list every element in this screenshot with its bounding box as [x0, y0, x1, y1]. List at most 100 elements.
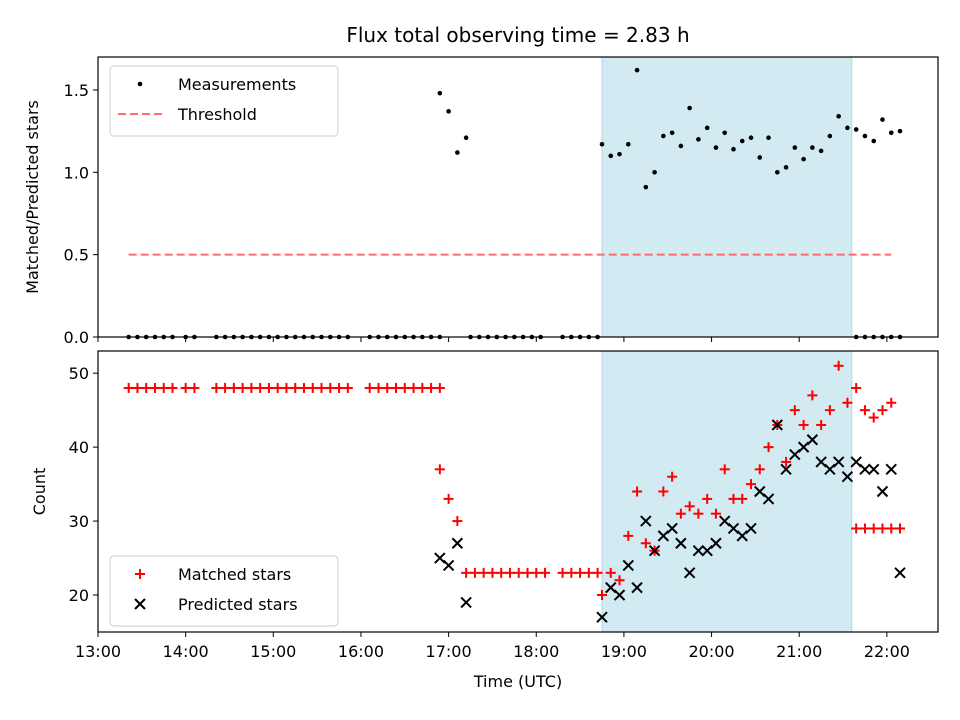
- legend-box: [109, 65, 339, 137]
- matched-star-point: [290, 382, 301, 393]
- measurement-point: [853, 127, 859, 132]
- predicted-star-point: [710, 537, 722, 549]
- axes-frame: [97, 350, 939, 633]
- predicted-star-point: [859, 463, 871, 476]
- matched-star-point: [263, 382, 274, 393]
- measurement-point: [783, 165, 789, 170]
- matched-star-point: [391, 382, 402, 393]
- matched-star-point: [895, 523, 906, 534]
- matched-star-point: [798, 419, 809, 430]
- matched-star-point: [180, 382, 191, 393]
- measurement-point: [897, 128, 903, 134]
- matched-star-point: [763, 442, 774, 453]
- matched-star-point: [132, 382, 143, 393]
- measurement-point: [634, 67, 640, 73]
- predicted-star-point: [745, 522, 757, 535]
- matched-star-point: [807, 390, 818, 401]
- matched-star-point: [658, 486, 669, 497]
- predicted-star-point: [683, 567, 696, 579]
- matched-star-point: [868, 412, 879, 423]
- matched-star-point: [842, 397, 853, 408]
- predicted-star-point: [692, 544, 705, 557]
- matched-star-point: [220, 382, 231, 393]
- x-tick-label: 18:00: [513, 642, 559, 661]
- measurement-point: [810, 145, 815, 150]
- matched-star-point: [478, 567, 489, 578]
- measurement-point: [446, 109, 451, 114]
- matched-star-point: [746, 479, 757, 490]
- measurement-point: [652, 169, 657, 175]
- measurement-point: [455, 150, 460, 155]
- y-tick-label: 20: [69, 586, 89, 605]
- predicted-star-point: [613, 589, 626, 601]
- y-tick-label: 0.5: [64, 246, 89, 265]
- matched-star-point: [675, 508, 686, 519]
- x-tick-label: 22:00: [864, 642, 910, 661]
- y-tick-label: 0.0: [64, 328, 89, 347]
- measurement-point: [827, 133, 833, 139]
- matched-star-point: [228, 382, 239, 393]
- x-tick-label: 21:00: [776, 642, 822, 661]
- matched-star-point: [426, 382, 437, 393]
- matched-star-point: [461, 567, 472, 578]
- legend-label: Predicted stars: [178, 595, 298, 614]
- predicted-star-point: [442, 559, 455, 572]
- x-tick-label: 20:00: [689, 642, 735, 661]
- matched-star-point: [211, 382, 222, 393]
- matched-star-point: [246, 382, 257, 393]
- matched-star-point: [373, 382, 384, 393]
- y-tick-label: 1.5: [64, 81, 89, 100]
- matched-star-point: [710, 508, 721, 519]
- legend-label: Matched stars: [178, 565, 291, 584]
- matched-star-point: [859, 405, 870, 416]
- observing-span: [601, 350, 853, 633]
- matched-star-point: [167, 382, 178, 393]
- matched-star-point: [281, 382, 292, 393]
- legend: Measurements Threshold: [109, 65, 339, 137]
- matched-star-point: [496, 567, 507, 578]
- predicted-star-point: [841, 471, 854, 483]
- matched-star-point: [719, 464, 730, 475]
- matched-star-point: [575, 567, 586, 578]
- matched-star-point: [605, 567, 616, 578]
- matched-star-point: [452, 516, 463, 527]
- measurement-point: [625, 141, 631, 147]
- matched-star-point: [298, 382, 309, 393]
- matched-star-point: [487, 567, 498, 578]
- x-tick-label: 17:00: [426, 642, 472, 661]
- matched-star-point: [141, 382, 152, 393]
- predicted-star-point: [666, 522, 678, 535]
- matched-star-point: [859, 523, 870, 534]
- measurement-point: [818, 148, 824, 154]
- x-tick-label: 14:00: [163, 642, 209, 661]
- matched-star-point: [513, 567, 524, 578]
- predicted-star-point: [675, 537, 687, 549]
- matched-star-point: [434, 464, 445, 475]
- matched-star-point: [334, 382, 345, 393]
- predicted-star-point: [832, 456, 845, 468]
- measurement-point: [661, 133, 666, 139]
- matched-star-point: [417, 382, 428, 393]
- matched-star-point: [737, 493, 748, 504]
- y-axis-label: Matched/Predicted stars: [23, 100, 42, 294]
- matched-star-point: [816, 419, 827, 430]
- matched-star-point: [877, 405, 888, 416]
- measurement-point: [463, 135, 469, 141]
- matched-star-point: [469, 567, 480, 578]
- measurement-point: [880, 117, 885, 122]
- figure-title: Flux total observing time = 2.83 h: [346, 23, 689, 47]
- matched-star-point: [189, 382, 200, 393]
- measurement-point: [608, 153, 614, 159]
- matched-star-point: [316, 382, 327, 393]
- matched-star-point: [623, 530, 634, 541]
- matched-star-point: [342, 382, 353, 393]
- measurement-point: [775, 169, 780, 175]
- measurement-point: [722, 130, 728, 136]
- matched-star-point: [640, 538, 651, 549]
- matched-star-point: [824, 405, 835, 416]
- matched-star-point: [728, 493, 739, 504]
- matched-star-point: [886, 397, 897, 408]
- measurement-point: [713, 145, 719, 150]
- y-tick-label: 30: [69, 512, 89, 531]
- predicted-star-point: [631, 581, 643, 594]
